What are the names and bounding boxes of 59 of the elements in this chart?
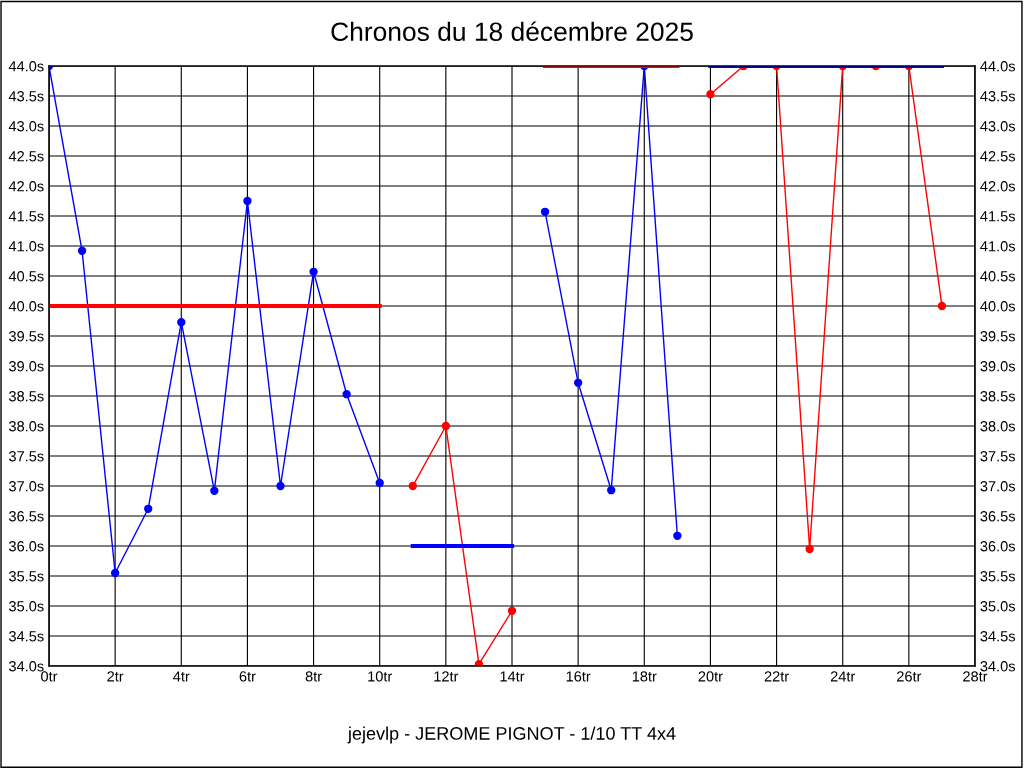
y-tick-label: 39.5s xyxy=(9,331,44,342)
x-tick-label: 24tr xyxy=(830,671,856,682)
y2-tick-label: 37.5s xyxy=(980,451,1016,462)
y2-tick-label: 43.0s xyxy=(980,121,1016,132)
y-tick-label: 37.0s xyxy=(9,481,44,492)
x-tick-label: 10tr xyxy=(368,671,393,682)
y-tick-label: 41.0s xyxy=(8,241,44,252)
y2-tick-label: 35.5s xyxy=(980,571,1016,582)
y-tick-label: 42.5s xyxy=(8,151,44,162)
y2-tick-label: 39.5s xyxy=(980,331,1016,342)
y2-tick-label: 43.5s xyxy=(980,91,1016,102)
y-tick-label: 44.0s xyxy=(8,61,44,72)
y2-tick-label: 40.0s xyxy=(980,301,1016,312)
y-tick-label: 34.5s xyxy=(9,631,44,642)
y2-tick-label: 37.0s xyxy=(980,481,1016,492)
x-tick-label: 26tr xyxy=(897,671,922,682)
chart-title: Chronos du 18 décembre 2025 xyxy=(331,21,693,42)
y2-tick-label: 38.5s xyxy=(980,391,1016,402)
y2-tick-label: 34.0s xyxy=(980,661,1016,672)
y2-tick-label: 34.5s xyxy=(980,631,1016,642)
y-tick-label: 40.5s xyxy=(8,271,44,282)
y-tick-label: 35.0s xyxy=(9,601,44,612)
y-tick-label: 35.5s xyxy=(9,571,44,582)
x-tick-label: 28tr xyxy=(963,671,988,682)
y2-tick-label: 44.0s xyxy=(980,61,1016,72)
y-tick-label: 37.5s xyxy=(9,451,44,462)
x-tick-label: 8tr xyxy=(305,671,322,682)
x-tick-label: 18tr xyxy=(632,671,657,682)
x-tick-label: 22tr xyxy=(764,671,789,682)
y-tick-label: 42.0s xyxy=(8,181,44,192)
y-tick-label: 38.5s xyxy=(9,391,44,402)
x-tick-label: 6tr xyxy=(239,671,256,682)
y2-tick-label: 35.0s xyxy=(980,601,1016,612)
x-tick-label: 0tr xyxy=(41,671,58,682)
y-tick-label: 34.0s xyxy=(9,661,44,672)
x-tick-label: 14tr xyxy=(500,671,525,682)
y2-tick-label: 41.5s xyxy=(980,211,1016,222)
y-tick-label: 36.0s xyxy=(9,541,44,552)
x-tick-label: 2tr xyxy=(107,671,124,682)
y-tick-label: 41.5s xyxy=(8,211,44,222)
y-tick-label: 40.0s xyxy=(8,301,44,312)
y-tick-label: 36.5s xyxy=(9,511,44,522)
y-tick-label: 38.0s xyxy=(9,421,44,432)
y2-tick-label: 36.0s xyxy=(980,541,1016,552)
y2-tick-label: 36.5s xyxy=(980,511,1016,522)
y-tick-label: 39.0s xyxy=(9,361,44,372)
x-tick-label: 16tr xyxy=(566,671,591,682)
y2-tick-label: 40.5s xyxy=(980,271,1016,282)
x-tick-label: 4tr xyxy=(173,671,190,682)
x-tick-label: 12tr xyxy=(434,671,459,682)
y2-tick-label: 42.5s xyxy=(980,151,1016,162)
y2-tick-label: 38.0s xyxy=(980,421,1016,432)
y2-tick-label: 39.0s xyxy=(980,361,1016,372)
y-tick-label: 43.0s xyxy=(8,121,44,132)
x-tick-label: 20tr xyxy=(698,671,723,682)
text: jejevlp - JEROME PIGNOT - 1/10 TT 4x4 xyxy=(347,726,676,744)
y2-tick-label: 42.0s xyxy=(980,181,1016,192)
y2-tick-label: 41.0s xyxy=(980,241,1016,252)
y-tick-label: 43.5s xyxy=(8,91,44,102)
